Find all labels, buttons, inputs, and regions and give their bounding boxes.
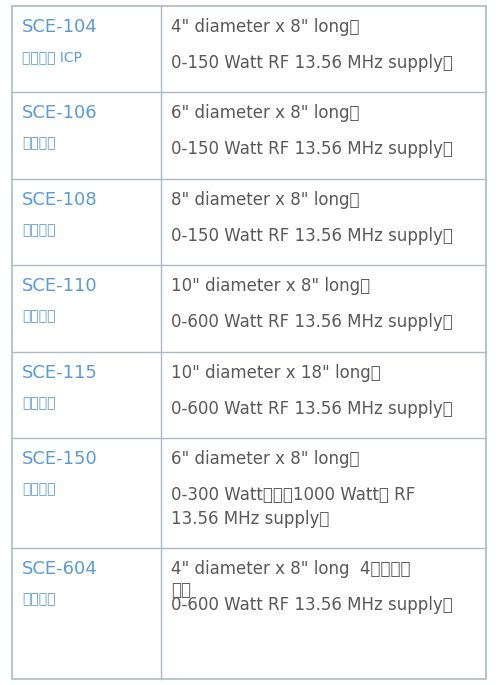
Text: 0-600 Watt RF 13.56 MHz supply；: 0-600 Watt RF 13.56 MHz supply； xyxy=(171,400,453,418)
Text: SCE-104: SCE-104 xyxy=(22,18,98,36)
Text: 石英腔体: 石英腔体 xyxy=(22,396,55,410)
Text: 10" diameter x 8" long；: 10" diameter x 8" long； xyxy=(171,277,371,295)
Text: 石英腔体: 石英腔体 xyxy=(22,223,55,237)
Text: 8" diameter x 8" long；: 8" diameter x 8" long； xyxy=(171,191,360,209)
Text: 石英腔体: 石英腔体 xyxy=(22,136,55,151)
Text: 石英腔体: 石英腔体 xyxy=(22,482,55,497)
Text: 6" diameter x 8" long；: 6" diameter x 8" long； xyxy=(171,104,360,123)
Text: SCE-110: SCE-110 xyxy=(22,277,98,295)
Text: 6" diameter x 8" long；: 6" diameter x 8" long； xyxy=(171,450,360,469)
Text: 0-150 Watt RF 13.56 MHz supply；: 0-150 Watt RF 13.56 MHz supply； xyxy=(171,227,453,245)
Text: 石英腔体: 石英腔体 xyxy=(22,310,55,323)
Text: 10" diameter x 18" long；: 10" diameter x 18" long； xyxy=(171,364,381,382)
Text: SCE-604: SCE-604 xyxy=(22,560,98,578)
Text: 0-150 Watt RF 13.56 MHz supply；: 0-150 Watt RF 13.56 MHz supply； xyxy=(171,54,453,72)
Text: 0-600 Watt RF 13.56 MHz supply；: 0-600 Watt RF 13.56 MHz supply； xyxy=(171,313,453,332)
Text: 0-150 Watt RF 13.56 MHz supply；: 0-150 Watt RF 13.56 MHz supply； xyxy=(171,140,453,158)
Text: 石英腔体 ICP: 石英腔体 ICP xyxy=(22,50,82,64)
Text: 4" diameter x 8" long  4个石英腔
体；: 4" diameter x 8" long 4个石英腔 体； xyxy=(171,560,411,599)
Text: SCE-108: SCE-108 xyxy=(22,191,98,209)
Text: SCE-150: SCE-150 xyxy=(22,450,98,469)
Text: 0-600 Watt RF 13.56 MHz supply；: 0-600 Watt RF 13.56 MHz supply； xyxy=(171,597,453,614)
Text: SCE-115: SCE-115 xyxy=(22,364,98,382)
Text: 0-300 Watt（可逇1000 Watt） RF
13.56 MHz supply；: 0-300 Watt（可逇1000 Watt） RF 13.56 MHz sup… xyxy=(171,486,415,528)
Text: 4" diameter x 8" long；: 4" diameter x 8" long； xyxy=(171,18,360,36)
Text: 石英腔体: 石英腔体 xyxy=(22,593,55,606)
Text: SCE-106: SCE-106 xyxy=(22,104,98,123)
